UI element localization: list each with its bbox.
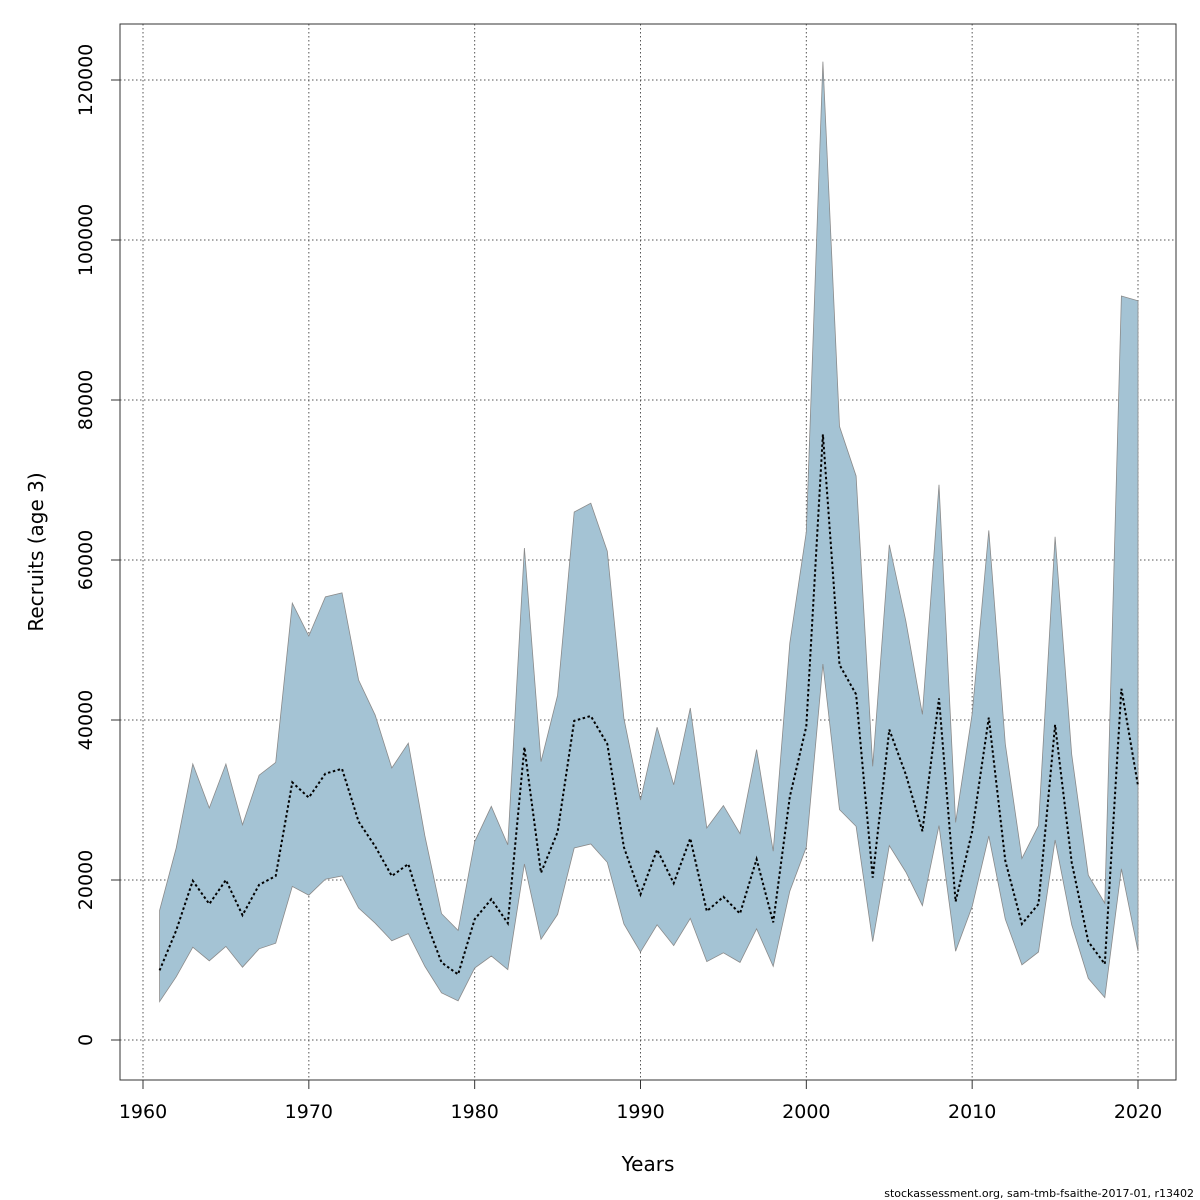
- x-tick-label: 1960: [119, 1101, 167, 1123]
- x-axis: 1960 1970 1980 1990 2000 2010 2020: [119, 1080, 1162, 1123]
- footer-credit: stockassessment.org, sam-tmb-fsaithe-201…: [884, 1187, 1194, 1200]
- y-tick-label: 120000: [75, 44, 97, 117]
- y-tick-label: 60000: [75, 530, 97, 590]
- plot-frame: [119, 23, 1177, 1081]
- confidence-band: [159, 61, 1139, 1003]
- x-tick-label: 2020: [1114, 1101, 1162, 1123]
- y-tick-label: 40000: [75, 690, 97, 750]
- x-tick-label: 1990: [616, 1101, 664, 1123]
- y-axis: 0 20000 40000 60000 80000 100000 120000: [75, 44, 120, 1046]
- x-tick-label: 1970: [285, 1101, 333, 1123]
- y-axis-title: Recruits (age 3): [24, 472, 48, 631]
- y-tick-label: 100000: [75, 204, 97, 277]
- x-axis-title: Years: [621, 1152, 675, 1176]
- x-tick-label: 1980: [450, 1101, 498, 1123]
- y-tick-label: 80000: [75, 370, 97, 430]
- x-tick-label: 2010: [948, 1101, 996, 1123]
- y-tick-label: 0: [75, 1034, 97, 1046]
- estimate-line: [158, 434, 1139, 977]
- y-tick-label: 20000: [75, 850, 97, 910]
- x-tick-label: 2000: [782, 1101, 830, 1123]
